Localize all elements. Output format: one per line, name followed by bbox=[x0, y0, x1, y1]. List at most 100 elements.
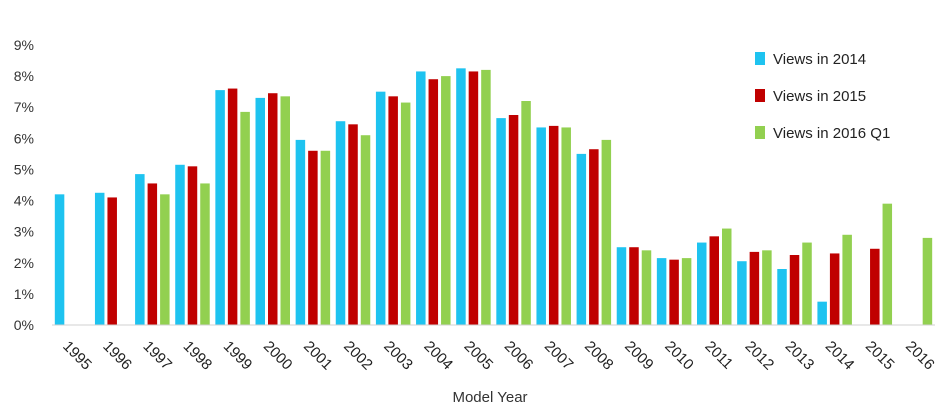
bar bbox=[870, 248, 880, 325]
bar bbox=[882, 203, 893, 325]
bar bbox=[508, 115, 519, 325]
x-tick-label: 2006 bbox=[501, 338, 537, 374]
bar bbox=[280, 96, 290, 325]
bar bbox=[789, 255, 800, 325]
bar bbox=[842, 234, 852, 325]
bar bbox=[922, 237, 933, 325]
bar bbox=[456, 68, 466, 325]
bar bbox=[481, 69, 491, 325]
bar bbox=[777, 269, 787, 325]
bar bbox=[669, 259, 679, 325]
bar bbox=[94, 192, 105, 325]
y-tick-label: 7% bbox=[14, 99, 34, 115]
x-tick-label: 2000 bbox=[260, 338, 296, 374]
bar bbox=[428, 79, 439, 325]
legend-swatch bbox=[755, 126, 765, 139]
bar bbox=[737, 261, 747, 325]
y-tick-label: 8% bbox=[14, 68, 34, 84]
x-tick-label: 2004 bbox=[420, 338, 456, 374]
bar bbox=[709, 236, 719, 325]
bar bbox=[160, 194, 170, 325]
legend-label: Views in 2015 bbox=[773, 88, 866, 105]
bar bbox=[521, 101, 531, 325]
x-tick-label: 2007 bbox=[541, 338, 577, 374]
bar bbox=[802, 242, 812, 325]
bar bbox=[749, 251, 760, 325]
x-tick-label: 1996 bbox=[99, 338, 135, 374]
bar bbox=[441, 76, 451, 325]
bar bbox=[681, 258, 692, 325]
bar bbox=[388, 96, 398, 325]
bar bbox=[147, 183, 158, 325]
bar bbox=[227, 88, 238, 325]
bar bbox=[200, 183, 210, 325]
legend: Views in 2014 Views in 2015 Views in 2016 … bbox=[755, 51, 890, 142]
bar bbox=[348, 124, 358, 325]
bar bbox=[589, 149, 599, 325]
x-tick-label: 2001 bbox=[300, 338, 336, 374]
bar bbox=[616, 247, 627, 325]
bar bbox=[468, 71, 479, 325]
y-tick-label: 9% bbox=[14, 37, 34, 53]
x-tick-label: 2013 bbox=[782, 338, 818, 374]
bar bbox=[629, 247, 639, 325]
x-axis-title: Model Year bbox=[452, 389, 527, 406]
bar bbox=[762, 250, 772, 325]
x-tick-label: 2015 bbox=[862, 338, 898, 374]
x-tick-label: 2009 bbox=[621, 338, 657, 374]
bar bbox=[295, 139, 306, 325]
x-tick-label: 2002 bbox=[340, 338, 376, 374]
x-tick-label: 2008 bbox=[581, 338, 617, 374]
bar bbox=[561, 127, 571, 325]
y-tick-label: 5% bbox=[14, 161, 34, 177]
x-tick-label: 2014 bbox=[822, 338, 858, 374]
bar bbox=[175, 164, 185, 325]
y-tick-label: 2% bbox=[14, 255, 34, 271]
y-tick-label: 3% bbox=[14, 224, 34, 240]
bar bbox=[400, 102, 411, 325]
bar bbox=[576, 153, 587, 325]
x-tick-label: 1995 bbox=[59, 338, 95, 374]
bar bbox=[54, 194, 65, 325]
legend-swatch bbox=[755, 89, 765, 102]
bar bbox=[548, 125, 559, 325]
bar bbox=[416, 71, 426, 325]
bar bbox=[601, 139, 612, 325]
bar bbox=[817, 301, 827, 325]
bar bbox=[697, 242, 707, 325]
x-tick-label: 2016 bbox=[902, 338, 938, 374]
y-tick-label: 4% bbox=[14, 193, 34, 209]
bar bbox=[240, 111, 250, 325]
bar bbox=[722, 228, 732, 325]
y-axis-ticks: 0% 1% 2% 3% 4% 5% 6% 7% 8% 9% bbox=[14, 37, 34, 333]
bar bbox=[375, 91, 386, 325]
x-tick-label: 2010 bbox=[661, 338, 697, 374]
legend-label: Views in 2016 Q1 bbox=[773, 125, 890, 142]
x-tick-label: 2011 bbox=[701, 338, 736, 373]
bar bbox=[829, 253, 840, 325]
y-tick-label: 6% bbox=[14, 130, 34, 146]
bar bbox=[641, 250, 652, 325]
bar bbox=[107, 197, 117, 325]
x-tick-label: 1997 bbox=[140, 338, 176, 374]
bar bbox=[320, 150, 331, 325]
y-tick-label: 0% bbox=[14, 317, 34, 333]
legend-label: Views in 2014 bbox=[773, 51, 866, 68]
bar bbox=[215, 90, 225, 325]
x-tick-label: 1998 bbox=[180, 338, 216, 374]
bar bbox=[187, 166, 198, 325]
x-tick-label: 1999 bbox=[220, 338, 256, 374]
bar bbox=[308, 150, 318, 325]
y-tick-label: 1% bbox=[14, 286, 34, 302]
bar bbox=[255, 97, 265, 325]
x-tick-label: 2012 bbox=[742, 338, 778, 374]
bar bbox=[656, 258, 667, 325]
x-axis-ticks: 1995 1996 1997 1998 1999 2000 2001 2002 2003 2004… bbox=[59, 338, 937, 374]
bar bbox=[135, 174, 145, 325]
bar bbox=[536, 127, 546, 325]
bar bbox=[268, 93, 278, 325]
x-tick-label: 2003 bbox=[380, 338, 416, 374]
legend-swatch bbox=[755, 52, 765, 65]
bar bbox=[360, 135, 371, 325]
